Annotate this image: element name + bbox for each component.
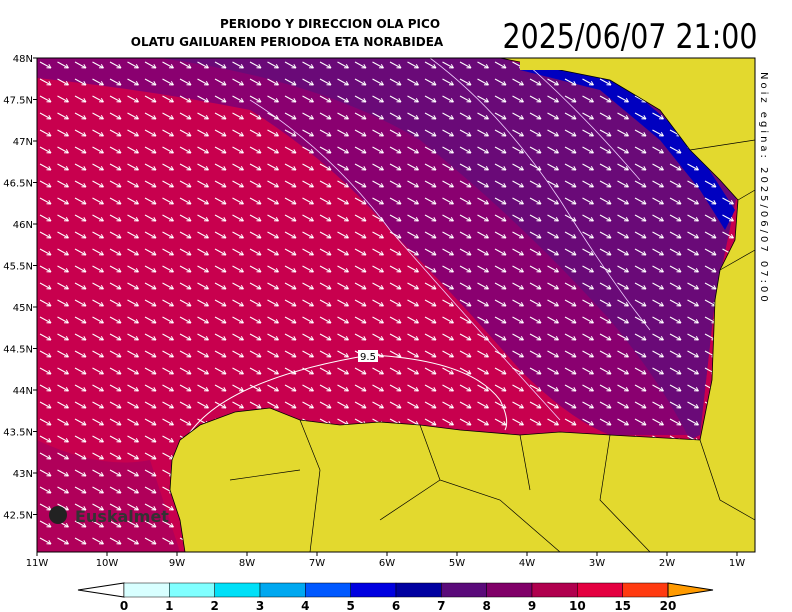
lon-label: 3W: [589, 558, 605, 569]
lon-label: 2W: [659, 558, 675, 569]
colorbar-label: 5: [346, 599, 354, 612]
lat-label: 45N: [13, 303, 33, 314]
logo-icon: [49, 506, 67, 524]
colorbar-label: 6: [392, 599, 400, 612]
colorbar-segment: [123, 582, 170, 598]
colorbar-segment: [259, 582, 306, 598]
lon-label: 9W: [169, 558, 185, 569]
lat-label: 48N: [13, 54, 33, 65]
colorbar-label: 1: [165, 599, 173, 612]
lat-label: 46.5N: [3, 179, 33, 190]
colorbar-label: 8: [482, 599, 490, 612]
lon-label: 7W: [309, 558, 325, 569]
colorbar-label: 20: [660, 599, 677, 612]
axes: 48N 47.5N 47N 46.5N 46N 45.5N 45N 44.5N 44N 43.5N…: [3, 54, 745, 569]
colorbar-right-arrow: [667, 582, 714, 598]
colorbar-label: 2: [210, 599, 218, 612]
colorbar-segment: [169, 582, 215, 598]
lat-label: 46N: [13, 220, 33, 231]
lon-label: 10W: [96, 558, 119, 569]
contour-label: 9.5: [360, 352, 376, 363]
colorbar-segment: [531, 582, 578, 598]
colorbar-left-arrow: [77, 582, 125, 598]
colorbar: 0 1 2 3 4 5 6 7 8 9 10 15 20: [77, 582, 714, 612]
colorbar-segment: [622, 582, 669, 598]
contour-label-box: [358, 350, 378, 362]
colorbar-segment: [486, 582, 533, 598]
colorbar-label: 3: [256, 599, 264, 612]
lat-label: 47.5N: [3, 96, 33, 107]
colorbar-label: 7: [437, 599, 445, 612]
title-line-1: PERIODO Y DIRECCION OLA PICO: [220, 17, 440, 31]
colorbar-label: 0: [120, 599, 128, 612]
lon-label: 1W: [729, 558, 745, 569]
lat-label: 47N: [13, 137, 33, 148]
lon-label: 5W: [449, 558, 465, 569]
lat-label: 44.5N: [3, 345, 33, 356]
colorbar-segment: [441, 582, 487, 598]
colorbar-segment: [577, 582, 623, 598]
colorbar-label: 4: [301, 599, 309, 612]
colorbar-segment: [350, 582, 397, 598]
lat-label: 42.5N: [3, 511, 33, 522]
lon-label: 4W: [519, 558, 535, 569]
lon-label: 8W: [239, 558, 255, 569]
lat-label: 45.5N: [3, 262, 33, 273]
map: [37, 58, 755, 552]
title-line-2: OLATU GAILUAREN PERIODOA ETA NORABIDEA: [131, 35, 444, 49]
colorbar-segment: [395, 582, 442, 598]
issued-time: Noiz egina: 2025/06/07 07:00: [758, 72, 769, 305]
borders: [229, 139, 755, 552]
colorbar-segment: [305, 582, 351, 598]
lon-label: 6W: [379, 558, 395, 569]
land: [520, 60, 650, 70]
valid-time: 2025/06/07 21:00: [503, 17, 758, 57]
colorbar-segment: [214, 582, 261, 598]
lat-label: 43N: [13, 469, 33, 480]
logo: Euskalmet: [75, 507, 169, 526]
lon-label: 11W: [26, 558, 49, 569]
lat-label: 44N: [13, 386, 33, 397]
colorbar-label: 15: [614, 599, 631, 612]
colorbar-label: 9: [528, 599, 536, 612]
map-frame: [36, 57, 756, 553]
colorbar-label: 10: [569, 599, 586, 612]
lat-label: 43.5N: [3, 428, 33, 439]
